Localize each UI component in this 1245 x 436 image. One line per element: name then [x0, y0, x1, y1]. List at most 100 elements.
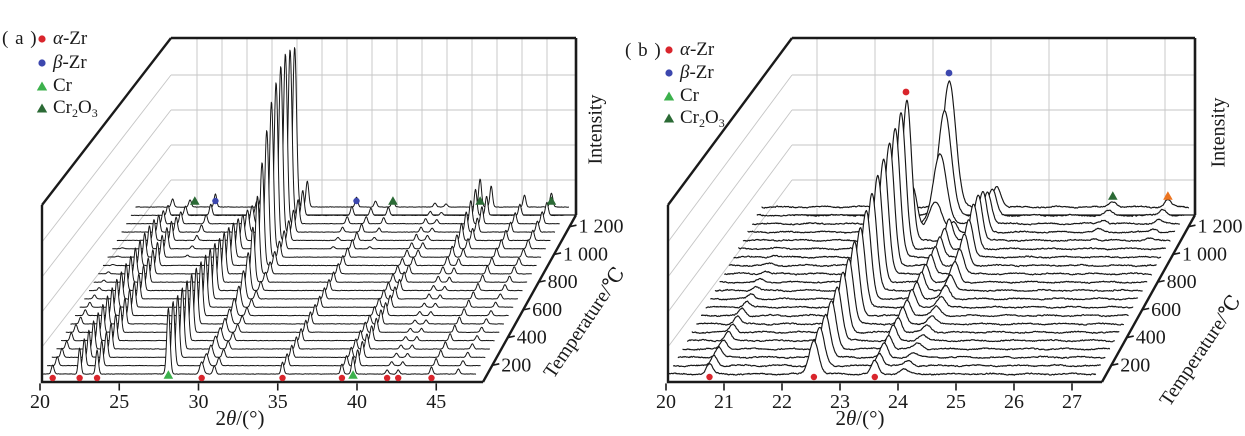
alpha_zr-peak-marker: [76, 374, 83, 382]
unknown_orange-peak-marker: [1163, 191, 1173, 200]
xrd-curve-fill: [682, 300, 1110, 351]
xrd-curve-fill: [673, 327, 1101, 367]
alpha_zr-peak-marker: [902, 88, 910, 96]
xrd-curve: [65, 273, 500, 333]
left-wall-top-edge: [667, 37, 793, 206]
xrd-curve-fill: [696, 258, 1124, 326]
xrd-curve: [733, 127, 1162, 259]
x-tick-label: 45: [426, 391, 446, 413]
xrd-curve: [719, 174, 1148, 284]
xrd-curve: [686, 286, 1116, 343]
x-tick-label: 35: [268, 391, 288, 413]
temp-tick-label: 1 200: [1197, 216, 1242, 238]
alpha_zr-peak-marker: [428, 374, 435, 382]
cr2o3-peak-marker: [546, 196, 557, 205]
temp-tick: [569, 224, 577, 228]
cr2o3-peak-marker: [190, 196, 200, 205]
xrd-curve: [751, 153, 1181, 226]
temp-tick-label: 400: [517, 327, 547, 349]
temp-tick-label: 600: [532, 299, 562, 321]
alpha-zr-legend-icon: [38, 35, 46, 43]
xrd-curve: [89, 243, 523, 292]
cr2o3-peak-marker: [475, 196, 485, 205]
temperature-axis: [1100, 214, 1197, 383]
alpha_zr-peak-marker: [871, 373, 878, 381]
xrd-curve: [728, 142, 1157, 268]
temp-tick: [523, 307, 531, 311]
legend-label: α-Zr: [53, 28, 88, 49]
xrd-curve-fill: [677, 314, 1106, 359]
cr2o3-legend-icon: [36, 103, 48, 113]
temp-tick-label: 1 000: [563, 243, 608, 265]
grid-line: [41, 179, 172, 348]
xrd-curve: [42, 307, 477, 375]
legend-item-alpha-zr-b: α-Zr: [663, 39, 714, 61]
x-tick-label: 40: [347, 391, 367, 413]
x-axis-label-a: 2θ/(°): [215, 406, 265, 430]
left-wall-top-edge: [41, 37, 172, 206]
legend-item-alpha-zr-a: α-Zr: [36, 28, 87, 50]
temp-tick-label: 800: [1167, 271, 1197, 293]
xrd-curve-fill: [761, 80, 1189, 209]
beta_zr-peak-marker: [212, 197, 219, 205]
grid-line: [667, 74, 793, 243]
xrd-curve: [56, 287, 490, 350]
temp-tick-label: 1 000: [1182, 243, 1227, 265]
xrd-curve: [61, 280, 495, 342]
temp-tick: [1111, 363, 1119, 367]
cr2o3-legend-icon: [663, 113, 675, 123]
legend-label: Cr: [680, 85, 699, 106]
xrd-curve-fill: [135, 47, 569, 208]
xrd-curve: [79, 254, 514, 308]
alpha_zr-peak-marker: [93, 374, 101, 382]
xrd-curve: [70, 267, 504, 325]
x-tick-label: 21: [714, 391, 734, 413]
xrd-curve: [74, 261, 509, 317]
x-tick-label: 20: [30, 391, 50, 413]
temp-tick: [1126, 335, 1134, 339]
xrd-curve: [714, 192, 1143, 293]
temp-tick-label: 600: [1151, 299, 1181, 321]
x-tick-label: 24: [888, 391, 908, 413]
temp-tick: [507, 335, 515, 339]
legend-item-cr-b: Cr: [663, 85, 699, 107]
panel-b-plot: 20 21 22 23 24 25 26 27 200 400 600 800 1 000 1 200: [656, 36, 1242, 413]
grid-line: [41, 74, 172, 243]
xrd-curve: [84, 248, 518, 300]
temp-tick: [1188, 224, 1196, 228]
intensity-axis-label-b: Intensity: [1207, 97, 1230, 168]
xrd-curve: [135, 47, 569, 208]
xrd-curve: [742, 99, 1171, 243]
cr-peak-marker: [163, 370, 174, 379]
xrd-curve-fill: [668, 340, 1096, 376]
xrd-curve: [738, 112, 1167, 251]
legend-item-cr2o3-a: Cr2O3: [36, 97, 98, 119]
grid-line: [41, 144, 172, 313]
xrd-curve-fill: [756, 110, 1185, 217]
xrd-curve: [102, 162, 537, 267]
legend-label: Cr2O3: [53, 97, 98, 120]
x-tick-label: 27: [1062, 391, 1082, 413]
alpha_zr-peak-marker: [810, 373, 818, 381]
cr-peak-marker: [348, 370, 358, 379]
legend-label: Cr: [53, 75, 72, 96]
xrd-curve: [672, 326, 1102, 368]
xrd-curve: [677, 313, 1106, 360]
xrd-curve: [98, 195, 532, 275]
alpha-zr-legend-icon: [665, 46, 673, 54]
grid-line: [667, 109, 793, 278]
legend-item-beta-zr-a: β-Zr: [36, 52, 87, 74]
legend-item-beta-zr-b: β-Zr: [663, 62, 714, 84]
xrd-curve: [107, 130, 542, 258]
temp-tick: [1142, 307, 1150, 311]
alpha_zr-peak-marker: [49, 374, 56, 382]
x-tick-label: 26: [1004, 391, 1024, 413]
temp-tick: [1172, 252, 1181, 256]
beta_zr-peak-marker: [945, 69, 953, 77]
xrd-curve: [126, 53, 560, 225]
xrd-curve: [121, 66, 556, 233]
xrd-curve: [710, 209, 1139, 301]
xrd-curve: [112, 101, 546, 250]
